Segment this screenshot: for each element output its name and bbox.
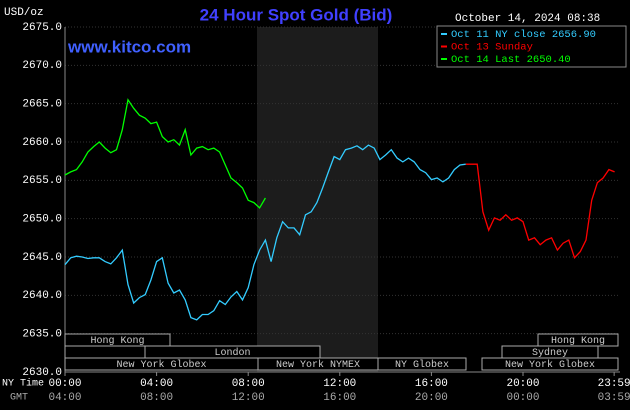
session-label: Hong Kong xyxy=(90,336,144,347)
x2-tick-label: 03:59 xyxy=(598,392,630,404)
chart-title: 24 Hour Spot Gold (Bid) xyxy=(200,5,393,24)
lines xyxy=(64,98,615,321)
session-box xyxy=(481,357,619,371)
session-label: Hong Kong xyxy=(551,336,605,347)
x-tick-label: 00:00 xyxy=(48,378,81,390)
x-tick-label: 08:00 xyxy=(232,378,265,390)
y-tick-label: 2630.0 xyxy=(22,367,62,379)
x-axis-label: NY Time xyxy=(2,378,44,390)
y-tick-label: 2635.0 xyxy=(22,329,62,341)
series-line xyxy=(64,144,466,321)
y-tick-label: 2675.0 xyxy=(22,22,62,34)
x2-tick-label: 12:00 xyxy=(232,392,265,404)
session-label: New York Globex xyxy=(116,359,206,371)
x2-tick-label: 16:00 xyxy=(323,392,356,404)
series-line xyxy=(465,163,615,260)
x-tick-label: 23:59 xyxy=(598,378,630,390)
session-label: New York NYMEX xyxy=(276,359,360,371)
x2-tick-label: 00:00 xyxy=(506,392,539,404)
x-tick-label: 16:00 xyxy=(415,378,448,390)
y-axis-label: USD/oz xyxy=(4,7,44,19)
y-tick-label: 2655.0 xyxy=(22,175,62,187)
x2-axis-label: GMT xyxy=(10,393,28,404)
legend-label: Oct 11 NY close 2656.90 xyxy=(451,29,596,41)
y-tick-label: 2660.0 xyxy=(22,137,62,149)
y-tick-label: 2650.0 xyxy=(22,214,62,226)
session-box xyxy=(64,345,146,359)
timestamp: October 14, 2024 08:38 xyxy=(455,13,600,25)
x-tick-label: 12:00 xyxy=(323,378,356,390)
session-label: NY Globex xyxy=(395,359,449,371)
y-tick-label: 2645.0 xyxy=(22,252,62,264)
session-label: London xyxy=(214,347,250,359)
session-label: Sydney xyxy=(532,347,568,359)
legend-box xyxy=(436,25,627,68)
y-tick-label: 2640.0 xyxy=(22,290,62,302)
legend-label: Oct 14 Last 2650.40 xyxy=(451,54,571,66)
sessions: Hong Kong London New York Globex New York N… xyxy=(64,333,619,371)
x2-tick-label: 08:00 xyxy=(140,392,173,404)
site-annotation: www.kitco.com xyxy=(67,37,191,56)
x2-tick-label: 04:00 xyxy=(48,392,81,404)
legend-label: Oct 13 Sunday xyxy=(451,41,533,53)
session-box xyxy=(64,333,171,347)
y-tick-label: 2670.0 xyxy=(22,60,62,72)
y-tick-label: 2665.0 xyxy=(22,99,62,111)
x-tick-label: 04:00 xyxy=(140,378,173,390)
session-label: New York Globex xyxy=(505,359,595,371)
series-line xyxy=(64,98,266,209)
x-tick-label: 20:00 xyxy=(506,378,539,390)
x2-tick-label: 20:00 xyxy=(415,392,448,404)
session-box xyxy=(377,357,467,371)
